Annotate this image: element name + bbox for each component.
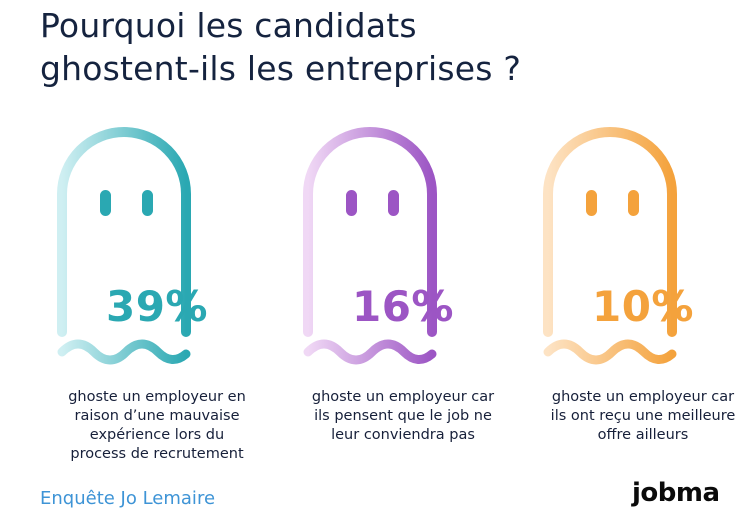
ghost-card-2: 16% ghoste un employeur car ils pensent … [288, 110, 528, 470]
ghost-card-3: 10% ghoste un employeur car ils ont reçu… [528, 110, 750, 470]
title-line-2: ghostent-ils les entreprises ? [40, 49, 522, 88]
ghost-wave [303, 339, 437, 365]
ghost-eye [100, 190, 111, 216]
percentage-value: 16% [351, 282, 455, 331]
caption-line: offre ailleurs [597, 427, 689, 443]
ghost-eye [628, 190, 639, 216]
ghost-outline [543, 127, 677, 337]
ghost-eye [142, 190, 153, 216]
percentage-value: 10% [591, 282, 695, 331]
caption-line: ils pensent que le job ne [314, 408, 492, 424]
caption-line: leur conviendra pas [331, 427, 475, 443]
percentage-value: 39% [105, 282, 209, 331]
title-line-1: Pourquoi les candidats [40, 6, 417, 45]
ghost-caption: ghoste un employeur en raison d’une mauv… [42, 388, 272, 464]
caption-line: raison d’une mauvaise [74, 408, 240, 424]
ghost-eye [586, 190, 597, 216]
ghost-caption: ghoste un employeur car ils pensent que … [288, 388, 518, 445]
ghost-caption: ghoste un employeur car ils ont reçu une… [528, 388, 750, 445]
caption-line: ghoste un employeur car [551, 389, 735, 405]
caption-line: expérience lors du [89, 427, 225, 443]
ghost-icon [303, 127, 437, 365]
ghost-wave [57, 339, 191, 365]
ghost-icon [543, 127, 677, 365]
ghost-outline [303, 127, 437, 337]
source-text: Enquête Jo Lemaire [40, 488, 216, 509]
ghost-wave [543, 339, 677, 365]
caption-line: ghoste un employeur car [311, 389, 495, 405]
page-title: Pourquoi les candidats ghostent-ils les … [40, 4, 521, 90]
ghost-icon [57, 127, 191, 365]
caption-line: ils ont reçu une meilleure [550, 408, 736, 424]
caption-line: process de recrutement [70, 446, 244, 462]
ghost-outline [57, 127, 191, 337]
caption-line: ghoste un employeur en [68, 389, 246, 405]
ghost-eye [388, 190, 399, 216]
ghost-card-1: 39% ghoste un employeur en raison d’une … [42, 110, 282, 470]
brand-logo: jobma [632, 478, 720, 508]
ghost-eye [346, 190, 357, 216]
